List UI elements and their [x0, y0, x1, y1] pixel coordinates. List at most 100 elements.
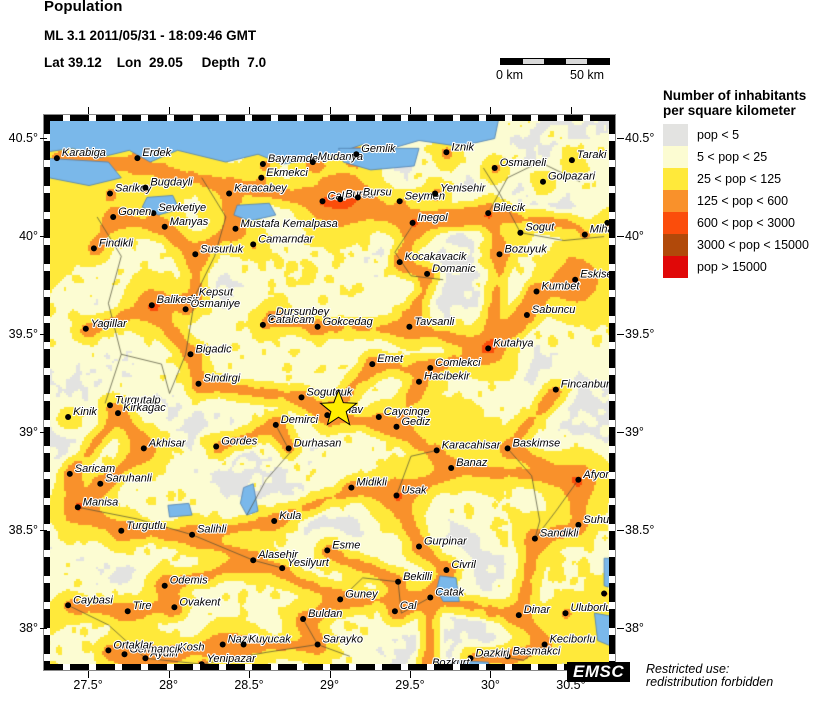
city-marker[interactable]: Balikesir: [148, 293, 201, 309]
city-marker[interactable]: Suhut: [575, 513, 614, 528]
city-marker[interactable]: Catalcam: [259, 313, 315, 328]
city-marker[interactable]: Basmakci: [504, 644, 562, 660]
city-marker[interactable]: Salihli: [189, 523, 228, 538]
city-marker[interactable]: Gokcedag: [314, 315, 375, 330]
city-marker[interactable]: Yagillar: [82, 317, 129, 332]
city-marker[interactable]: Caycinge: [375, 405, 431, 420]
city-marker[interactable]: Karabiga: [53, 146, 107, 162]
city-marker[interactable]: Baskimse: [504, 436, 561, 452]
city-marker[interactable]: Sandikli: [531, 526, 580, 542]
city-marker[interactable]: Ortaklar: [105, 638, 155, 654]
city-marker[interactable]: Sindirgi: [195, 372, 242, 387]
city-marker[interactable]: Tire: [124, 599, 153, 615]
city-marker[interactable]: Bigadic: [187, 342, 233, 358]
city-marker[interactable]: Kosh: [171, 640, 206, 656]
city-marker[interactable]: Ekmekci: [258, 166, 310, 181]
city-marker[interactable]: Osmaneli: [491, 156, 548, 171]
city-marker[interactable]: Yenisehir: [432, 181, 488, 197]
city-marker[interactable]: Eskisehir: [572, 268, 616, 283]
city-marker[interactable]: Manyas: [161, 215, 210, 230]
city-marker[interactable]: Dursunbey: [267, 305, 332, 320]
city-marker[interactable]: Kumbet: [533, 279, 581, 295]
map-raster[interactable]: [44, 115, 615, 670]
city-marker[interactable]: Taraki: [568, 148, 608, 164]
city-marker[interactable]: Gediz: [393, 415, 432, 430]
city-marker[interactable]: Kula: [271, 509, 302, 524]
city-marker[interactable]: Nazilli: [219, 632, 259, 648]
city-marker[interactable]: Gemlik: [353, 142, 397, 158]
city-marker[interactable]: Bugdayli: [142, 176, 194, 191]
city-marker[interactable]: Comlekci: [427, 356, 482, 371]
city-marker[interactable]: Domanic: [424, 262, 477, 277]
city-marker[interactable]: Osmaniye: [182, 297, 241, 313]
city-marker[interactable]: Mustafa Kemalpasa: [232, 217, 339, 232]
city-marker[interactable]: Akhisar: [140, 436, 188, 452]
city-marker[interactable]: Buldan: [300, 607, 343, 622]
city-marker[interactable]: Catak: [427, 585, 466, 601]
city-marker[interactable]: Karacahisar: [433, 438, 503, 454]
city-marker[interactable]: Camarndar: [250, 232, 316, 248]
city-marker[interactable]: Kocakavacik: [396, 250, 468, 266]
city-marker[interactable]: Cali: [319, 189, 348, 205]
city-marker[interactable]: Yesilyurt: [279, 556, 331, 572]
city-marker[interactable]: Golpazari: [540, 170, 597, 185]
city-marker[interactable]: Mihalg: [581, 223, 616, 238]
city-marker[interactable]: Afyon: [575, 468, 613, 483]
city-marker[interactable]: Gurpinar: [416, 534, 469, 550]
city-marker[interactable]: Midikli: [348, 476, 389, 491]
city-marker[interactable]: Kuyucak: [240, 632, 292, 648]
city-marker[interactable]: Findikli: [90, 236, 135, 252]
city-marker[interactable]: Kirkagac: [115, 401, 167, 417]
city-marker[interactable]: Demirci: [272, 413, 320, 428]
city-marker[interactable]: Dazkiri: [467, 646, 511, 662]
city-marker[interactable]: Esme: [324, 538, 362, 554]
city-marker[interactable]: Sogut: [517, 221, 556, 236]
city-marker[interactable]: Fincanburnu: [552, 378, 616, 393]
city-marker[interactable]: Turgutlu: [118, 519, 167, 534]
city-marker[interactable]: Yenipazar: [198, 652, 258, 668]
city-marker[interactable]: Ovakent: [171, 595, 222, 611]
city-marker[interactable]: Durhasan: [285, 436, 343, 452]
city-marker[interactable]: Ge: [601, 581, 616, 597]
city-marker[interactable]: Gonen: [110, 205, 152, 220]
city-marker[interactable]: Emet: [369, 352, 405, 368]
city-marker[interactable]: Tavsanli: [406, 315, 456, 330]
city-marker[interactable]: Bekilli: [395, 570, 433, 585]
city-marker[interactable]: Iznik: [443, 140, 476, 156]
city-marker[interactable]: Usak: [393, 483, 428, 499]
population-density-map[interactable]: Karabiga Erdek Bayramdere Ekmekci Mudanya Gem…: [43, 114, 616, 671]
city-marker[interactable]: Dinar: [515, 603, 553, 619]
city-marker[interactable]: Gordes: [213, 434, 259, 450]
city-marker[interactable]: Odemis: [161, 574, 209, 589]
city-marker[interactable]: Aydin: [142, 646, 179, 662]
city-marker[interactable]: Bursa: [337, 187, 375, 203]
city-marker[interactable]: Turgutalp: [107, 393, 162, 409]
city-marker[interactable]: Germancik: [121, 642, 184, 658]
city-marker[interactable]: Karacabey: [226, 181, 289, 197]
city-marker[interactable]: Caybasi: [65, 593, 114, 609]
city-marker[interactable]: Bursu: [354, 185, 393, 201]
city-marker[interactable]: Uluborlu: [562, 601, 613, 617]
city-marker[interactable]: Manisa: [74, 495, 119, 511]
city-marker[interactable]: Sabuncu: [523, 303, 576, 318]
city-marker[interactable]: Hacibekir: [416, 370, 472, 385]
city-marker[interactable]: Bilecik: [485, 201, 527, 217]
city-marker[interactable]: Inegol: [409, 211, 449, 226]
city-marker[interactable]: Kepsut: [190, 285, 235, 301]
city-marker[interactable]: Susurluk: [192, 242, 245, 258]
city-marker[interactable]: Sevketiye: [150, 201, 207, 217]
city-marker[interactable]: Bozkurt: [424, 656, 471, 671]
city-marker[interactable]: Mudanya: [309, 150, 364, 166]
city-marker[interactable]: Saruhanli: [97, 472, 153, 487]
city-marker[interactable]: Saricam: [66, 462, 116, 477]
city-marker[interactable]: Sarayko: [314, 632, 364, 648]
epicenter-star-icon[interactable]: [319, 388, 358, 426]
city-marker[interactable]: Erdek: [134, 146, 173, 162]
city-marker[interactable]: Kutahya: [485, 336, 535, 352]
city-marker[interactable]: Bozuyuk: [496, 242, 548, 258]
city-marker[interactable]: Guney: [337, 587, 380, 603]
city-marker[interactable]: Banaz: [448, 456, 489, 471]
city-marker[interactable]: Civril: [443, 558, 477, 573]
city-marker[interactable]: Cal: [391, 599, 418, 615]
city-marker[interactable]: Kinik: [65, 405, 99, 420]
